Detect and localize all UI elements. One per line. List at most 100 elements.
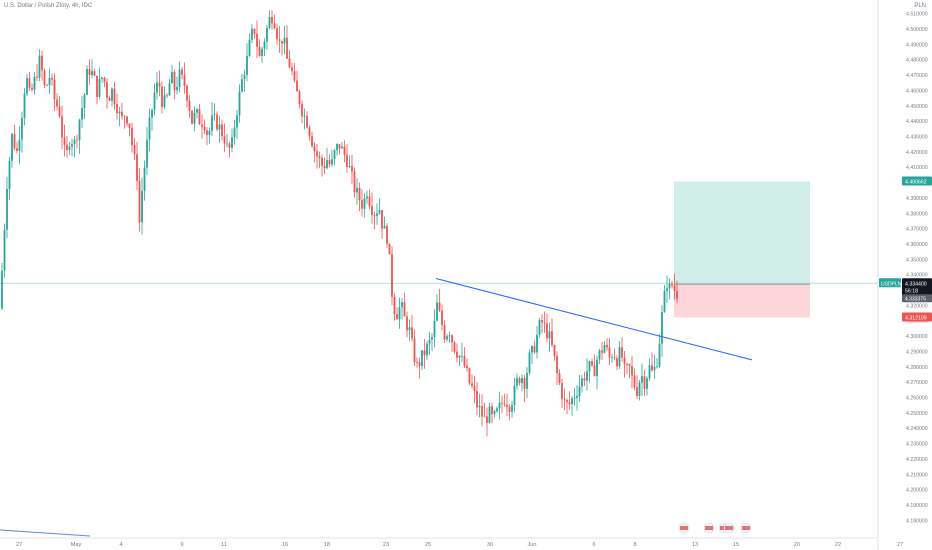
time-axis: 27 May 4 9 11 16 18 23 25 30 Jun 6 8 13 15 20 22 27 [16,542,903,548]
candle-body [373,215,376,217]
candle-body [286,37,288,59]
price-tick-label: 4.440000 [906,119,928,125]
candle-body [423,350,426,356]
candle-body [468,368,471,384]
candle-body [616,358,618,367]
candle-body [296,80,298,92]
trendline[interactable] [435,278,753,361]
candle-body [203,126,206,131]
candle-body [613,357,616,359]
candle-body [676,291,678,299]
candle-body [568,402,571,405]
time-tick-label: 18 [324,542,330,548]
candle-body [638,382,641,396]
candle-body [476,391,478,408]
candle-body [338,144,341,149]
candle-body [603,344,606,353]
candle-body [188,100,191,111]
candle-body [263,41,266,49]
candle-body [96,75,98,97]
candle-body [523,377,526,389]
candle-body [671,283,673,286]
candle-body [251,28,253,40]
candle-body [248,39,251,56]
candle-body [68,146,71,150]
candle-body [48,77,51,86]
price-tick-label: 4.290000 [906,349,928,355]
price-tick-label: 4.210000 [906,472,928,478]
candle-body [101,77,103,79]
candle-body [131,127,133,146]
candle-body [328,160,331,165]
candle-body [521,377,523,384]
time-tick-label: Jun [527,542,536,548]
candle-body [386,225,388,244]
price-tick-label: 4.460000 [906,88,928,94]
stop-price-label-bg [902,312,932,322]
candle-body [13,134,16,149]
candle-body [198,109,201,125]
candle-body [561,382,563,400]
candle-body [641,376,643,383]
candle-body [153,92,156,110]
candle-body [6,189,8,230]
candle-body [643,376,646,389]
time-tick-label: 27 [897,542,903,548]
candle-body [416,362,418,363]
time-tick-label: 16 [282,542,288,548]
candle-body [301,103,303,117]
candle-body [526,372,528,389]
candle-body [608,347,611,358]
candle-body [128,123,131,128]
candle-body [268,16,271,28]
candle-body [653,366,656,371]
candle-body [621,347,623,358]
candle-body [103,77,106,83]
candle-body [466,365,468,369]
price-tick-label: 4.430000 [906,135,928,141]
candle-body [456,351,458,358]
candle-body [253,28,256,34]
price-tick-label: 4.230000 [906,442,928,448]
event-icons [678,522,752,534]
candle-body [211,115,213,131]
candle-body [393,296,396,315]
candle-body [158,82,161,87]
candle-body [123,115,126,117]
candle-body [571,398,573,405]
candle-body [26,78,28,94]
candle-body [141,190,143,223]
bottom-indicator-line [0,529,91,537]
candle-body [46,85,48,86]
candle-body [383,225,386,229]
price-tick-label: 4.280000 [906,365,928,371]
candle-body [241,79,243,92]
candle-body [461,355,463,357]
candle-body [246,55,248,75]
flag-stripe-icon [680,526,688,530]
candle-body [143,167,146,191]
candle-body [331,159,333,165]
candle-body [553,344,556,357]
candle-body [283,37,286,44]
candle-body [183,74,186,86]
candle-body [336,144,338,151]
candle-body [543,322,546,324]
candle-body [633,375,636,388]
position-zones [674,181,810,318]
flag-stripe-icon [742,526,750,530]
candle-body [496,408,498,412]
candle-body [483,416,486,418]
candle-body [596,359,598,377]
candle-body [573,397,576,399]
candle-body [541,320,543,323]
candle-body [626,364,628,365]
candle-body [593,365,596,377]
candle-body [668,283,671,289]
candle-body [348,166,351,167]
candle-body [441,310,443,326]
price-tick-label: 4.490000 [906,42,928,48]
price-tick-label: 4.500000 [906,27,928,33]
price-axis: 4.510000 4.500000 4.490000 4.480000 4.470000… [906,12,928,525]
